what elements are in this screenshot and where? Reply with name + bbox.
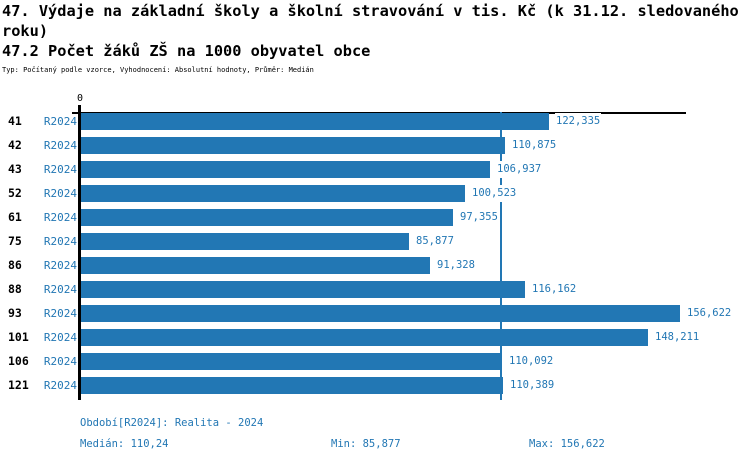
row-series-label: R2024 (43, 139, 77, 152)
row-category-label: 86 (8, 258, 22, 272)
bar-value-label: 110,875 (511, 137, 558, 154)
row-category-label: 121 (8, 378, 29, 392)
bar (81, 137, 505, 154)
row-category-label: 101 (8, 330, 29, 344)
bar (81, 113, 549, 130)
bar (81, 353, 502, 370)
bar (81, 257, 430, 274)
chart-meta-info: Typ: Počítaný podle vzorce, Vyhodnocení:… (2, 66, 314, 74)
row-series-label: R2024 (43, 355, 77, 368)
row-category-label: 88 (8, 282, 22, 296)
row-category-label: 43 (8, 162, 22, 176)
median-reference-line (500, 112, 502, 400)
row-category-label: 93 (8, 306, 22, 320)
row-series-label: R2024 (43, 115, 77, 128)
row-series-label: R2024 (43, 259, 77, 272)
bar-value-label: 110,389 (509, 377, 556, 394)
row-series-label: R2024 (43, 211, 77, 224)
bar (81, 281, 525, 298)
row-series-label: R2024 (43, 379, 77, 392)
y-axis-line (78, 105, 81, 400)
bar-value-label: 97,355 (459, 209, 499, 226)
footer-max: Max: 156,622 (529, 438, 605, 450)
x-axis-zero-tick-label: 0 (76, 93, 84, 104)
bar-value-label: 91,328 (436, 257, 476, 274)
bar (81, 305, 680, 322)
row-series-label: R2024 (43, 283, 77, 296)
bar-value-label: 116,162 (531, 281, 578, 298)
row-category-label: 61 (8, 210, 22, 224)
row-category-label: 41 (8, 114, 22, 128)
chart-subtitle: 47.2 Počet žáků ZŠ na 1000 obyvatel obce (2, 42, 371, 60)
bar-value-label: 106,937 (496, 161, 543, 178)
row-series-label: R2024 (43, 187, 77, 200)
row-category-label: 75 (8, 234, 22, 248)
bar (81, 209, 453, 226)
chart-title-line2: roku) (2, 22, 49, 40)
footer-median: Medián: 110,24 (80, 438, 169, 450)
row-category-label: 42 (8, 138, 22, 152)
bar (81, 185, 465, 202)
bar-value-label: 85,877 (415, 233, 455, 250)
bar (81, 377, 503, 394)
row-series-label: R2024 (43, 307, 77, 320)
bar-value-label: 148,211 (654, 329, 701, 346)
chart-title-line1: 47. Výdaje na základní školy a školní st… (2, 2, 739, 20)
bar (81, 161, 490, 178)
row-series-label: R2024 (43, 235, 77, 248)
bar (81, 233, 409, 250)
row-category-label: 106 (8, 354, 29, 368)
row-category-label: 52 (8, 186, 22, 200)
bar-value-label: 110,092 (508, 353, 555, 370)
bar-value-label: 100,523 (471, 185, 518, 202)
row-series-label: R2024 (43, 163, 77, 176)
bar-value-label: 122,335 (555, 113, 602, 130)
bar-value-label: 156,622 (686, 305, 733, 322)
bar (81, 329, 648, 346)
footer-min: Min: 85,877 (331, 438, 401, 450)
footer-period: Období[R2024]: Realita - 2024 (80, 417, 264, 429)
row-series-label: R2024 (43, 331, 77, 344)
